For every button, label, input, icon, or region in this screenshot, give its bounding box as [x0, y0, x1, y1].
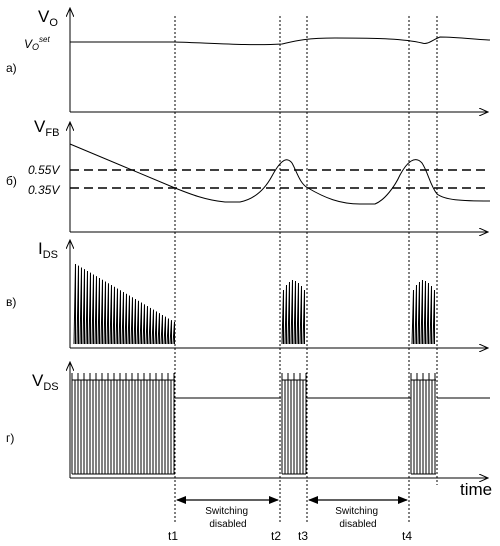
time-marker-lines [174, 16, 438, 524]
marker-label-t2: t2 [271, 529, 281, 543]
panel-b-level-high: 0.55V [28, 163, 60, 177]
panel-d-tag: г) [6, 431, 14, 445]
axes [70, 8, 488, 478]
marker-label-t3: t3 [298, 529, 308, 543]
panel-b-level-low: 0.35V [28, 183, 60, 197]
time-axis-label: time [460, 480, 492, 499]
panel-c-signal: IDS [38, 239, 58, 261]
ids-pulses [73, 263, 435, 345]
vfb-waveform [69, 143, 491, 205]
panel-d-signal: VDS [32, 371, 59, 393]
marker-label-t4: t4 [402, 529, 412, 543]
panel-a-reference: VOset [24, 35, 50, 52]
interval-2-label: Switching disabled [335, 506, 381, 530]
panel-b-tag: б) [6, 174, 17, 188]
marker-label-t1: t1 [168, 529, 178, 543]
panel-c [73, 263, 435, 345]
panel-b-signal: VFB [34, 117, 59, 139]
vo-waveform [70, 36, 491, 46]
panel-c-tag: в) [6, 295, 16, 309]
panel-a [70, 36, 491, 46]
vds-pulses [71, 373, 436, 475]
panel-a-tag: а) [6, 61, 17, 75]
panel-a-signal: VO [38, 7, 58, 29]
interval-1-label: Switching disabled [205, 506, 251, 530]
panel-b [69, 143, 491, 205]
panel-d [71, 373, 490, 475]
